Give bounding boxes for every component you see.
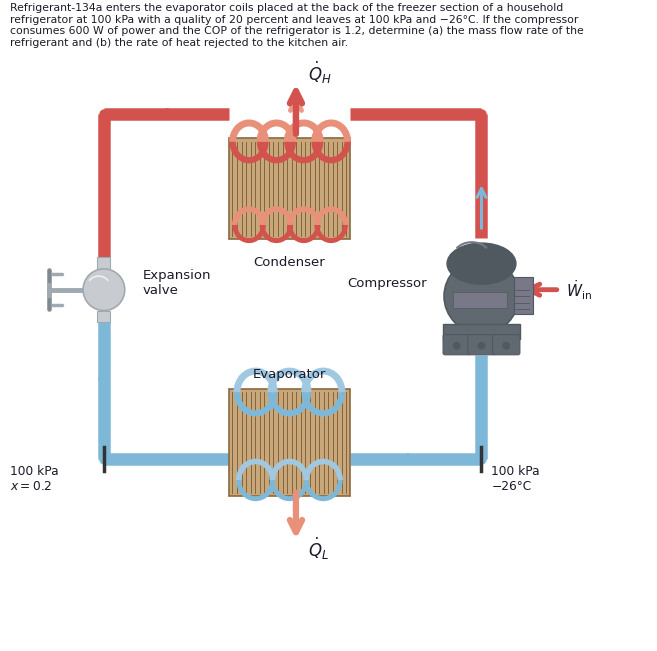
FancyBboxPatch shape — [443, 335, 470, 355]
Ellipse shape — [444, 258, 519, 334]
Ellipse shape — [447, 243, 516, 284]
Text: Compressor: Compressor — [348, 277, 427, 290]
Text: Refrigerant-134a enters the evaporator coils placed at the back of the freezer s: Refrigerant-134a enters the evaporator c… — [10, 3, 583, 48]
Text: 100 kPa
$x = 0.2$: 100 kPa $x = 0.2$ — [9, 465, 58, 493]
Text: Expansion
valve: Expansion valve — [143, 269, 212, 298]
FancyBboxPatch shape — [493, 335, 520, 355]
Circle shape — [503, 342, 510, 350]
Text: 100 kPa
−26°C: 100 kPa −26°C — [491, 465, 540, 493]
Circle shape — [453, 342, 461, 350]
Text: $\dot{Q}_L$: $\dot{Q}_L$ — [307, 535, 328, 562]
Circle shape — [83, 269, 125, 311]
FancyBboxPatch shape — [95, 271, 112, 307]
Text: $\dot{W}_{\mathrm{in}}$: $\dot{W}_{\mathrm{in}}$ — [566, 278, 592, 301]
Circle shape — [478, 342, 486, 350]
FancyBboxPatch shape — [229, 138, 350, 240]
FancyBboxPatch shape — [97, 311, 110, 322]
Text: Condenser: Condenser — [254, 256, 325, 268]
FancyBboxPatch shape — [453, 292, 507, 308]
Text: Evaporator: Evaporator — [253, 368, 326, 381]
FancyBboxPatch shape — [514, 277, 533, 314]
FancyBboxPatch shape — [229, 389, 350, 497]
FancyBboxPatch shape — [97, 257, 110, 269]
Text: $\dot{Q}_H$: $\dot{Q}_H$ — [307, 60, 331, 86]
FancyBboxPatch shape — [443, 324, 520, 339]
FancyBboxPatch shape — [468, 335, 495, 355]
